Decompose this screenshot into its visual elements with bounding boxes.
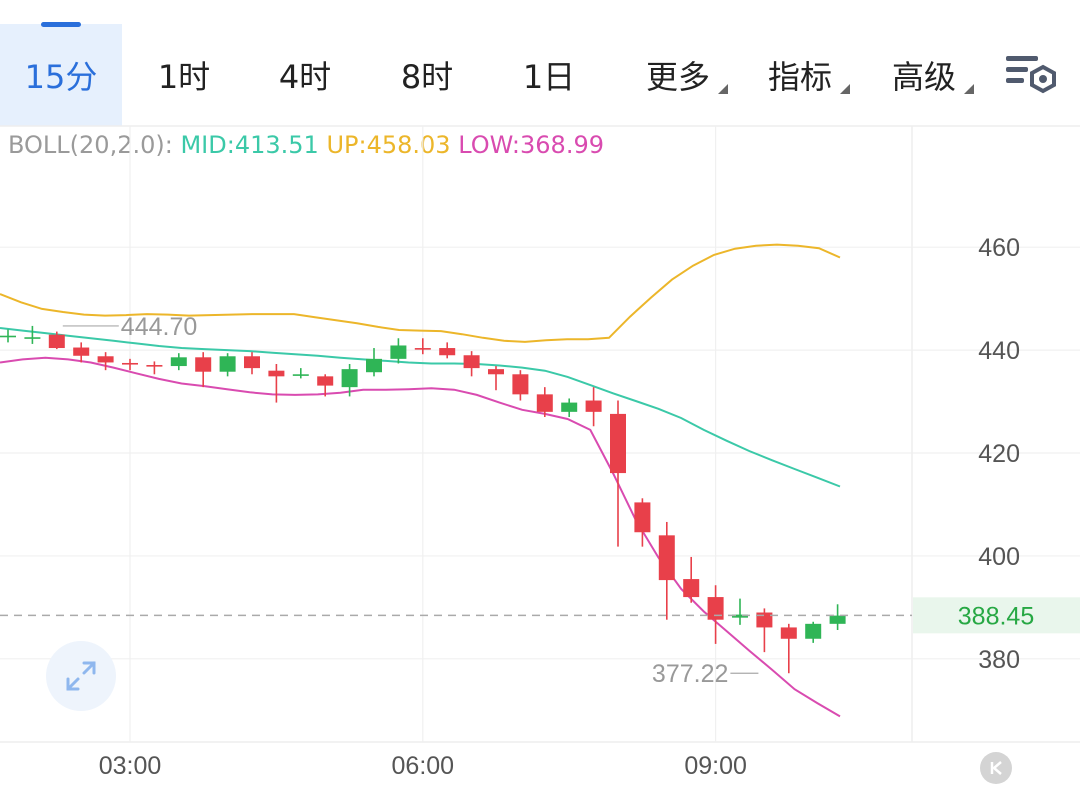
tab-advanced[interactable]: 高级 bbox=[876, 24, 974, 126]
candle-body bbox=[658, 535, 675, 581]
candle-body bbox=[561, 402, 578, 412]
candle-body bbox=[48, 334, 65, 349]
price-tick-label: 400 bbox=[978, 543, 1020, 571]
tab-4h[interactable]: 4时 bbox=[263, 24, 347, 126]
tab-label: 4时 bbox=[278, 58, 332, 96]
candle-body bbox=[0, 335, 16, 338]
candles bbox=[0, 325, 846, 674]
last-price-tag bbox=[913, 597, 1080, 634]
boll-low-line bbox=[0, 356, 841, 718]
active-tab-indicator bbox=[41, 22, 81, 27]
candle-body bbox=[585, 400, 602, 412]
candle-body bbox=[146, 365, 163, 367]
tab-1d[interactable]: 1日 bbox=[507, 24, 591, 126]
grid-lines: 460 440 420 400 380 03:00 06:00 09:00 bbox=[0, 126, 1080, 780]
candle-body bbox=[268, 370, 285, 377]
boll-low-value: LOW:368.99 bbox=[458, 131, 604, 159]
max-price-label: 444.70 bbox=[121, 313, 197, 341]
candle-body bbox=[195, 357, 212, 372]
candle-body bbox=[610, 413, 626, 474]
chart-settings-icon[interactable] bbox=[1000, 50, 1060, 100]
candle-body bbox=[317, 376, 334, 386]
candle-body bbox=[414, 348, 431, 350]
candle-body bbox=[341, 369, 358, 388]
candle-body bbox=[97, 356, 114, 363]
candle-body bbox=[536, 394, 553, 412]
dropdown-caret-icon bbox=[964, 84, 974, 94]
tab-label: 1时 bbox=[157, 58, 211, 96]
candle-body bbox=[366, 358, 382, 373]
time-tick-label: 06:00 bbox=[392, 752, 455, 780]
skip-back-icon bbox=[990, 761, 1002, 775]
boll-bands bbox=[0, 243, 841, 718]
price-tick-label: 460 bbox=[978, 234, 1020, 262]
dropdown-caret-icon bbox=[718, 84, 728, 94]
expand-arrows-icon bbox=[66, 661, 96, 691]
tab-label: 15分 bbox=[24, 58, 98, 96]
candle-body bbox=[805, 623, 822, 639]
candle-body bbox=[683, 579, 700, 598]
boll-mid-line bbox=[0, 327, 841, 488]
candle-body bbox=[634, 502, 651, 533]
candle-body bbox=[829, 615, 846, 624]
candle-body bbox=[73, 347, 90, 356]
tab-indicators[interactable]: 指标 bbox=[752, 24, 850, 126]
tab-label: 指标 bbox=[767, 58, 832, 96]
candle-body bbox=[244, 356, 260, 369]
tab-1h[interactable]: 1时 bbox=[142, 24, 226, 126]
dropdown-caret-icon bbox=[840, 84, 850, 94]
candle-body bbox=[463, 355, 480, 369]
boll-legend: BOLL(20,2.0): MID:413.51 UP:458.03 LOW:3… bbox=[8, 131, 604, 159]
candle-body bbox=[292, 374, 309, 376]
candle-body bbox=[780, 627, 797, 639]
tab-label: 更多 bbox=[645, 58, 710, 96]
tab-label: 8时 bbox=[400, 58, 454, 96]
candle-body bbox=[756, 612, 773, 628]
tab-more[interactable]: 更多 bbox=[630, 24, 728, 126]
tab-15m[interactable]: 15分 bbox=[0, 22, 122, 126]
boll-name: BOLL(20,2.0): bbox=[8, 131, 173, 159]
candle-body bbox=[707, 597, 724, 620]
tab-label: 高级 bbox=[891, 58, 956, 96]
candle-body bbox=[439, 348, 456, 356]
time-tick-label: 09:00 bbox=[684, 752, 747, 780]
jump-to-start-button[interactable] bbox=[980, 752, 1012, 784]
timeframe-tabbar: 15分 1时 4时 8时 1日 更多 指标 高级 bbox=[0, 0, 1080, 126]
candle-body bbox=[170, 357, 187, 367]
candle-body bbox=[488, 369, 504, 375]
tab-label: 1日 bbox=[522, 58, 576, 96]
chart-overlay: 444.70 377.22 388.45 bbox=[0, 313, 1080, 688]
time-tick-label: 03:00 bbox=[99, 752, 162, 780]
boll-up-value: UP:458.03 bbox=[326, 131, 451, 159]
boll-mid-value: MID:413.51 bbox=[180, 131, 319, 159]
candle-body bbox=[24, 337, 41, 339]
price-tick-label: 380 bbox=[978, 646, 1020, 674]
candle-body bbox=[219, 356, 236, 372]
candle-body bbox=[390, 345, 407, 359]
min-price-label: 377.22 bbox=[652, 660, 728, 688]
last-price-label: 388.45 bbox=[958, 602, 1034, 630]
candle-body bbox=[122, 362, 138, 365]
expand-fullscreen-button[interactable] bbox=[46, 641, 116, 711]
candle-body bbox=[512, 374, 529, 395]
candle-body bbox=[732, 614, 748, 618]
price-tick-label: 420 bbox=[978, 440, 1020, 468]
price-tick-label: 440 bbox=[978, 337, 1020, 365]
tab-8h[interactable]: 8时 bbox=[385, 24, 469, 126]
boll-up-line bbox=[0, 243, 841, 343]
